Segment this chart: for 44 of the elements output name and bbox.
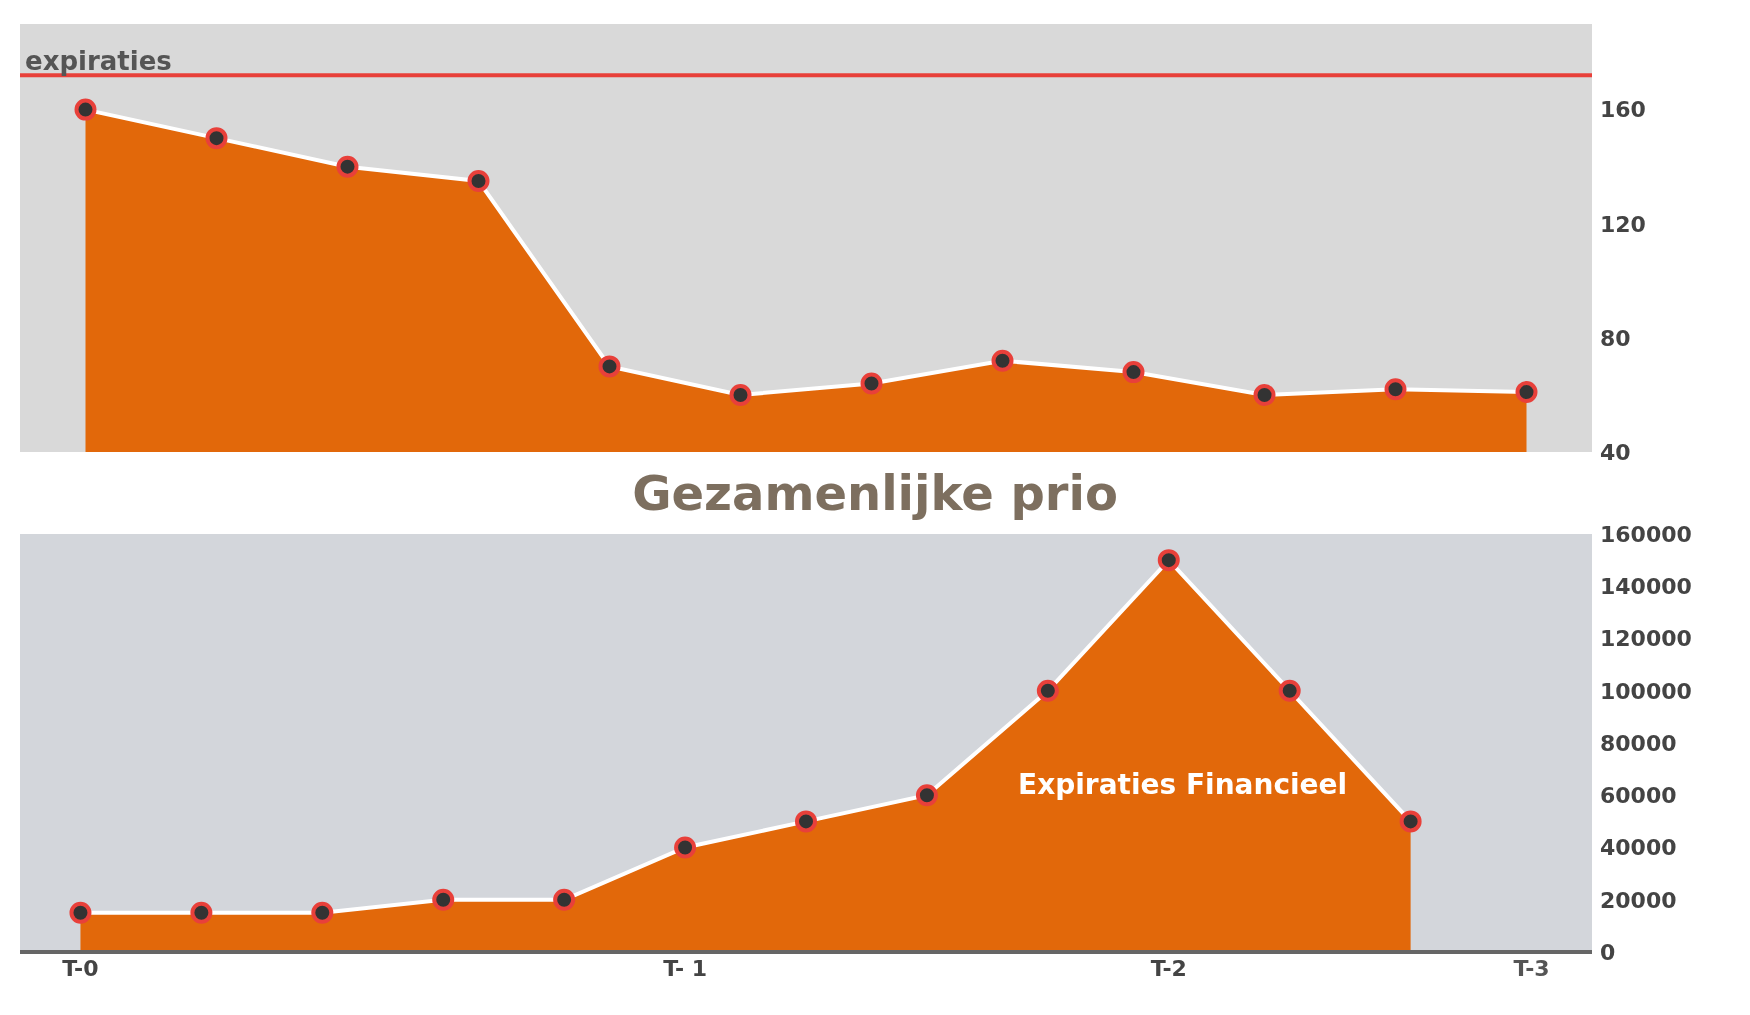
point <box>432 888 455 911</box>
point <box>1515 381 1538 404</box>
point <box>1399 810 1422 833</box>
x-tick-label: T-3 <box>1513 956 1550 981</box>
point <box>336 155 359 178</box>
y-tick-label: 120 <box>1600 211 1646 237</box>
point <box>860 372 883 395</box>
y-tick-label: 160000 <box>1600 521 1692 547</box>
point <box>1253 383 1276 406</box>
point <box>729 383 752 406</box>
x-tick-label: T-2 <box>1150 956 1187 981</box>
x-tick-label: T- 1 <box>663 956 708 981</box>
point <box>674 836 697 859</box>
y-tick-label: 0 <box>1600 939 1616 965</box>
point <box>69 901 92 924</box>
point <box>553 888 576 911</box>
ref-line-label: expiraties <box>25 46 172 77</box>
point <box>205 127 228 150</box>
point <box>915 784 938 807</box>
point <box>1122 361 1145 384</box>
point <box>467 169 490 192</box>
text: Gezamenlijke prio <box>632 465 1118 521</box>
y-tick-label: 80000 <box>1600 730 1677 756</box>
y-tick-label: 160 <box>1600 97 1646 123</box>
point <box>991 349 1014 372</box>
y-tick-label: 40 <box>1600 439 1631 465</box>
y-tick-label: 60000 <box>1600 783 1677 809</box>
y-tick-label: 20000 <box>1600 887 1677 913</box>
point <box>1384 378 1407 401</box>
y-tick-label: 80 <box>1600 325 1631 351</box>
point <box>1036 679 1059 702</box>
y-tick-label: 120000 <box>1600 626 1692 652</box>
y-tick-label: 40000 <box>1600 835 1677 861</box>
y-tick-label: 140000 <box>1600 574 1692 600</box>
point <box>1278 679 1301 702</box>
point <box>598 355 621 378</box>
point <box>190 901 213 924</box>
point <box>74 98 97 121</box>
x-tick-label: T-0 <box>62 956 99 981</box>
point <box>1157 549 1180 572</box>
point <box>795 810 817 833</box>
point <box>311 901 334 924</box>
y-tick-label: 100000 <box>1600 678 1692 704</box>
annotation: Expiraties Financieel <box>1018 768 1348 801</box>
